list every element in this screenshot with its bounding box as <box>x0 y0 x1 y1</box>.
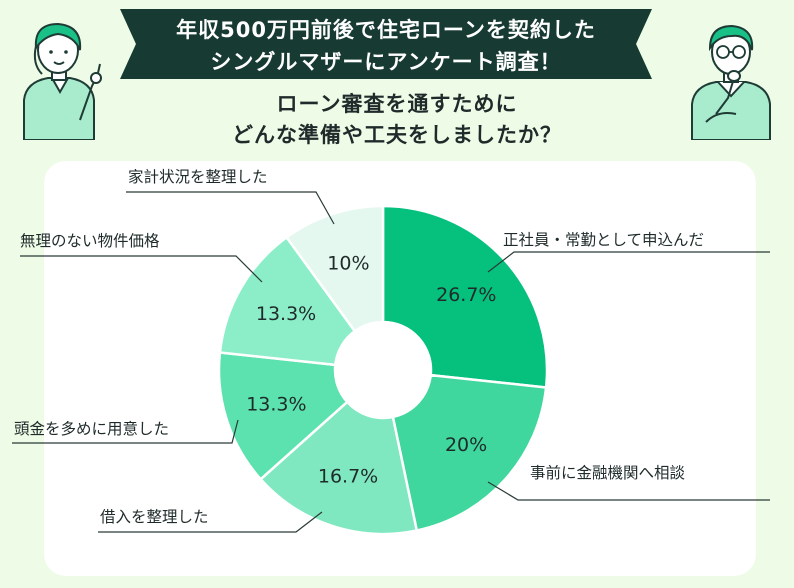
slice-category-label: 正社員・常勤として申込んだ <box>503 231 704 249</box>
pie-slice <box>284 204 385 333</box>
title-line-1: 年収500万円前後で住宅ローンを契約した <box>176 18 596 42</box>
leader-line <box>20 255 263 283</box>
leader-line <box>126 191 335 225</box>
slice-percent-label: 26.7% <box>436 284 496 306</box>
question-line-1: ローン審査を通すために <box>276 92 518 116</box>
slice-category-label: 事前に金融機関へ相談 <box>530 464 685 482</box>
slice-percent-label: 13.3% <box>246 393 306 415</box>
leader-line <box>487 481 770 501</box>
question-line-2: どんな準備や工夫をしましたか？ <box>232 123 562 147</box>
slice-category-label: 借入を整理した <box>100 508 209 526</box>
leader-line <box>98 511 323 533</box>
pie-slice <box>218 235 357 367</box>
man-thinking-illustration <box>691 24 771 140</box>
pie-slice <box>381 204 549 389</box>
slice-category-label: 頭金を多めに用意した <box>14 419 169 438</box>
leader-line <box>12 419 239 444</box>
slice-category-label: 無理のない物件価格 <box>20 232 160 250</box>
slice-percent-label: 20% <box>445 434 487 456</box>
slice-percent-label: 10% <box>327 252 369 274</box>
slice-percent-label: 16.7% <box>318 465 378 487</box>
pie-slice <box>258 400 419 536</box>
pie-slice <box>217 351 349 481</box>
title-banner: 年収500万円前後で住宅ローンを契約した シングルマザーにアンケート調査！ <box>120 9 652 79</box>
leader-line <box>487 251 770 273</box>
woman-pointing-illustration <box>23 22 102 140</box>
title-line-2: シングルマザーにアンケート調査！ <box>210 50 562 74</box>
slice-category-label: 家計状況を整理した <box>128 168 268 186</box>
slice-percent-label: 13.3% <box>256 303 316 325</box>
pie-slice <box>391 373 548 532</box>
